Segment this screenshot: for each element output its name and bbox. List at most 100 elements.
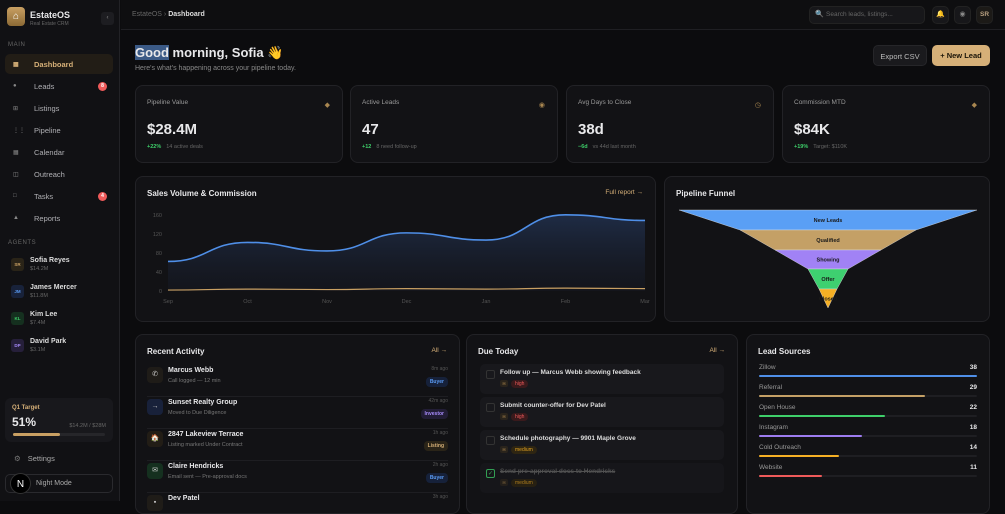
breadcrumb: EstateOS › Dashboard xyxy=(132,11,205,18)
task-item[interactable]: Follow up — Marcus Webb showing feedback… xyxy=(480,364,724,394)
task-item[interactable]: ✓Send pre-approval docs to Hendricks✉med… xyxy=(480,463,724,493)
notifications-button[interactable]: 🔔 xyxy=(932,6,949,24)
x-tick-label: Dec xyxy=(402,299,412,305)
task-item[interactable]: Submit counter-offer for Dev Patel✉high xyxy=(480,397,724,427)
collapse-sidebar-button[interactable]: ‹ xyxy=(101,12,114,25)
user-avatar[interactable]: SR xyxy=(976,6,993,24)
search-placeholder: Search leads, listings... xyxy=(826,11,893,18)
agent-name: James Mercer xyxy=(30,284,77,291)
activity-name: 2847 Lakeview Terrace xyxy=(168,431,243,438)
source-bar-fill xyxy=(759,455,839,457)
source-name: Instagram xyxy=(759,424,788,431)
agent-item[interactable]: JM James Mercer $11.8M xyxy=(11,284,77,299)
task-checkbox[interactable] xyxy=(486,370,495,379)
y-tick-label: 40 xyxy=(156,270,162,276)
source-bar-fill xyxy=(759,375,977,377)
kpi-icon: ◷ xyxy=(755,101,761,109)
activity-desc: Email sent — Pre-approval docs xyxy=(168,474,247,480)
activity-desc: Moved to Due Diligence xyxy=(168,410,226,416)
sidebar-item-dashboard[interactable]: ▦Dashboard xyxy=(5,54,113,74)
source-bar-fill xyxy=(759,395,925,397)
kpi-note: vs 44d last month xyxy=(593,144,636,150)
search-input[interactable]: 🔍Search leads, listings... xyxy=(809,6,925,24)
source-count: 22 xyxy=(970,404,977,411)
sidebar-item-reports[interactable]: ▲Reports xyxy=(5,208,113,228)
task-checkbox[interactable]: ✓ xyxy=(486,469,495,478)
kpi-icon: ◉ xyxy=(539,101,545,109)
activity-time: 1h ago xyxy=(433,430,448,436)
due-all-link[interactable]: All → xyxy=(709,347,725,354)
activity-icon: 🏠 xyxy=(147,431,163,447)
avatar: JM xyxy=(11,285,24,298)
topbar: EstateOS › Dashboard 🔍Search leads, list… xyxy=(121,0,1005,30)
new-lead-button[interactable]: + New Lead xyxy=(932,45,990,66)
activity-all-link[interactable]: All → xyxy=(431,347,447,354)
section-main-label: MAIN xyxy=(8,42,25,48)
kpi-icon: ◆ xyxy=(325,101,330,109)
activity-time: 8m ago xyxy=(431,366,448,372)
kpi-value: 38d xyxy=(578,121,604,138)
sidebar-item-pipeline[interactable]: ⋮⋮Pipeline xyxy=(5,120,113,140)
due-today-title: Due Today xyxy=(478,347,518,356)
task-title: Schedule photography — 9901 Maple Grove xyxy=(500,435,636,442)
source-count: 18 xyxy=(970,424,977,431)
task-type-icon: ✉ xyxy=(500,413,508,420)
settings-link[interactable]: ⚙Settings xyxy=(14,454,55,463)
source-bar-track xyxy=(759,415,977,417)
kpi-delta: +12 xyxy=(362,144,371,150)
activity-icon: ✉ xyxy=(147,463,163,479)
kpi-card: Pipeline Value◆$28.4M+22%14 active deals xyxy=(135,85,343,163)
activity-tag: Buyer xyxy=(426,473,448,483)
sidebar-item-calendar[interactable]: ▦Calendar xyxy=(5,142,113,162)
source-count: 29 xyxy=(970,384,977,391)
area-fill-0 xyxy=(168,215,645,291)
sidebar-item-listings[interactable]: ⊞Listings xyxy=(5,98,113,118)
sidebar-item-label: Reports xyxy=(34,214,60,223)
kpi-card: Commission MTD◆$84K+19%Target: $110K xyxy=(782,85,990,163)
kpi-delta: +22% xyxy=(147,144,161,150)
export-csv-button[interactable]: Export CSV xyxy=(873,45,927,66)
task-item[interactable]: Schedule photography — 9901 Maple Grove✉… xyxy=(480,430,724,460)
sidebar-item-label: Tasks xyxy=(34,192,53,201)
task-type-icon: ✉ xyxy=(500,380,508,387)
gear-icon: ◉ xyxy=(959,11,965,18)
activity-icon: → xyxy=(147,399,163,415)
task-title: Submit counter-offer for Dev Patel xyxy=(500,402,606,409)
source-name: Open House xyxy=(759,404,796,411)
source-bar-fill xyxy=(759,475,822,477)
activity-time: 42m ago xyxy=(429,398,448,404)
breadcrumb-root[interactable]: EstateOS xyxy=(132,11,162,18)
agent-value: $11.8M xyxy=(30,293,77,299)
settings-button[interactable]: ◉ xyxy=(954,6,971,24)
sidebar-item-label: Calendar xyxy=(34,148,64,157)
task-type-icon: ✉ xyxy=(500,479,508,486)
task-title: Send pre-approval docs to Hendricks xyxy=(500,468,615,475)
kpi-value: $84K xyxy=(794,121,830,138)
sidebar-item-outreach[interactable]: ◫Outreach xyxy=(5,164,113,184)
task-checkbox[interactable] xyxy=(486,403,495,412)
q1-progress-fill xyxy=(13,433,60,436)
kpi-label: Commission MTD xyxy=(794,99,846,106)
sidebar-item-label: Outreach xyxy=(34,170,65,179)
task-checkbox[interactable] xyxy=(486,436,495,445)
count-badge: 8 xyxy=(98,82,107,91)
dev-indicator-button[interactable]: N xyxy=(10,473,31,494)
